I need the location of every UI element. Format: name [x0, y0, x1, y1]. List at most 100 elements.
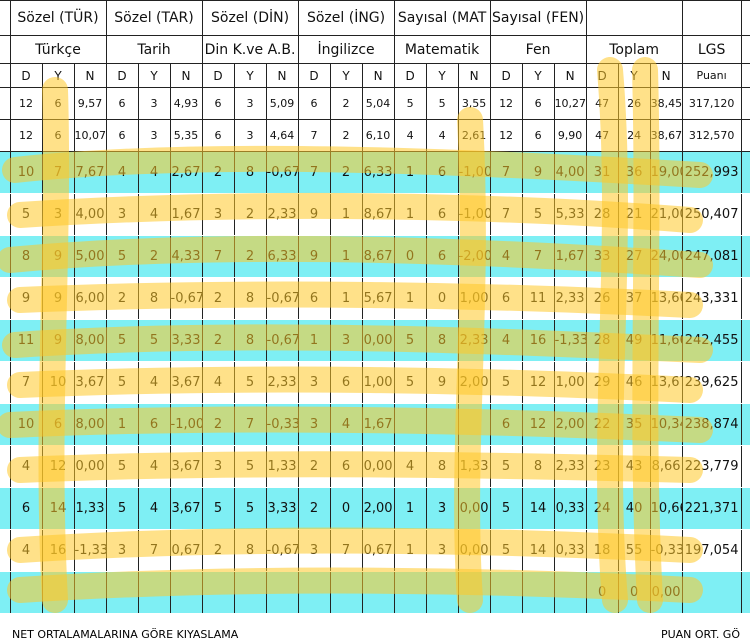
sub-header: N — [457, 63, 491, 88]
cell: 3,33 — [265, 487, 299, 530]
cell: 8 — [233, 529, 267, 572]
cell: 1,00 — [553, 361, 587, 404]
cell: 0,67 — [169, 529, 203, 572]
cell: 38,67 — [649, 119, 683, 152]
cell: 1 — [329, 277, 363, 320]
cell: 40 — [617, 487, 651, 530]
cell: 5 — [105, 361, 139, 404]
cell: 3,67 — [73, 361, 107, 404]
cell: 242,455 — [681, 319, 742, 362]
cell: 12 — [521, 361, 555, 404]
stub-cell — [0, 0, 11, 36]
data-row: 12 6 9,57 6 3 4,93 6 3 5,09 6 2 5,04 5 5 3,55 12 6 10,27 4… — [0, 87, 750, 120]
cell: 6,33 — [265, 235, 299, 278]
stub-cell — [741, 87, 750, 120]
cell: 14 — [521, 487, 555, 530]
cell: 0,00 — [361, 445, 395, 488]
cell: 49 — [617, 319, 651, 362]
cell: 31 — [585, 151, 619, 194]
sub-header: D — [9, 63, 43, 88]
cell: 4 — [137, 151, 171, 194]
cell: 8 — [137, 277, 171, 320]
stub-cell — [741, 151, 750, 194]
cell: -1,00 — [457, 193, 491, 236]
cell — [393, 403, 427, 446]
cell: -0,33 — [649, 529, 683, 572]
cell: 3,67 — [169, 445, 203, 488]
cell: 0,00 — [457, 529, 491, 572]
sub-header: N — [553, 63, 587, 88]
cell: 5 — [105, 319, 139, 362]
cell: 2,33 — [265, 361, 299, 404]
cell: 2 — [201, 151, 235, 194]
cell: -1,33 — [73, 529, 107, 572]
cell: 7 — [297, 119, 331, 152]
cell: 6 — [425, 235, 459, 278]
cell: 5 — [393, 319, 427, 362]
data-row: 4 16 -1,33 3 7 0,67 2 8 -0,67 3 7 0,67 1 3 0,00 5 14 0,33… — [0, 529, 750, 572]
cell: 23 — [585, 445, 619, 488]
stub-cell — [0, 403, 11, 446]
sub-header: N — [73, 63, 107, 88]
sub-header: Y — [425, 63, 459, 88]
stub-cell — [0, 151, 11, 194]
cell: 26 — [585, 277, 619, 320]
cell: 2,00 — [361, 487, 395, 530]
cell: 312,570 — [681, 119, 742, 152]
stub-cell — [741, 571, 750, 614]
cell: 6,33 — [361, 151, 395, 194]
stub-cell — [0, 529, 11, 572]
cell: 6 — [137, 403, 171, 446]
cell: 3,67 — [169, 487, 203, 530]
cell: 29 — [585, 361, 619, 404]
cell: 6 — [489, 277, 523, 320]
subject-header: Türkçe — [9, 35, 107, 64]
cell: 10 — [9, 151, 43, 194]
sub-header: D — [201, 63, 235, 88]
sub-header: D — [105, 63, 139, 88]
cell: 2 — [329, 119, 363, 152]
cell: 12 — [9, 119, 43, 152]
cell: 10 — [41, 361, 75, 404]
cell: 4 — [201, 361, 235, 404]
subject-header: Fen — [489, 35, 587, 64]
cell: 9 — [41, 235, 75, 278]
cell: 5 — [489, 487, 523, 530]
cell: 1,00 — [457, 277, 491, 320]
cell — [9, 571, 43, 614]
cell: 2 — [201, 529, 235, 572]
cell: 1 — [297, 319, 331, 362]
stub-cell — [741, 0, 750, 36]
cell: 12 — [489, 119, 523, 152]
cell: 4 — [105, 151, 139, 194]
cell: 247,081 — [681, 235, 742, 278]
cell: 0,00 — [73, 445, 107, 488]
cell: 0 — [329, 487, 363, 530]
cell: 7 — [137, 529, 171, 572]
cell: 6 — [297, 277, 331, 320]
cell — [73, 571, 107, 614]
cell: 5 — [521, 193, 555, 236]
cell: 1 — [393, 193, 427, 236]
footer-right: PUAN ORT. GÖ — [660, 628, 740, 641]
cell: 1 — [105, 403, 139, 446]
cell: 12 — [521, 403, 555, 446]
cell: 3 — [425, 487, 459, 530]
stub-cell — [0, 571, 11, 614]
data-row: 4 12 0,00 5 4 3,67 3 5 1,33 2 6 0,00 4 8 1,33 5 8 2,33 23 4… — [0, 445, 750, 488]
cell: 6 — [41, 119, 75, 152]
cell: 5 — [105, 235, 139, 278]
cell: 6 — [105, 87, 139, 120]
cell: 3 — [137, 87, 171, 120]
cell: 2 — [201, 403, 235, 446]
cell: 2 — [201, 277, 235, 320]
cell: 6 — [521, 87, 555, 120]
cell: 4 — [393, 445, 427, 488]
cell: 6 — [329, 361, 363, 404]
cell: 4,33 — [169, 235, 203, 278]
cell: 5,00 — [73, 235, 107, 278]
stub-cell — [741, 277, 750, 320]
cell: 1,67 — [553, 235, 587, 278]
cell: 4 — [329, 403, 363, 446]
subject-header: LGS — [681, 35, 742, 64]
